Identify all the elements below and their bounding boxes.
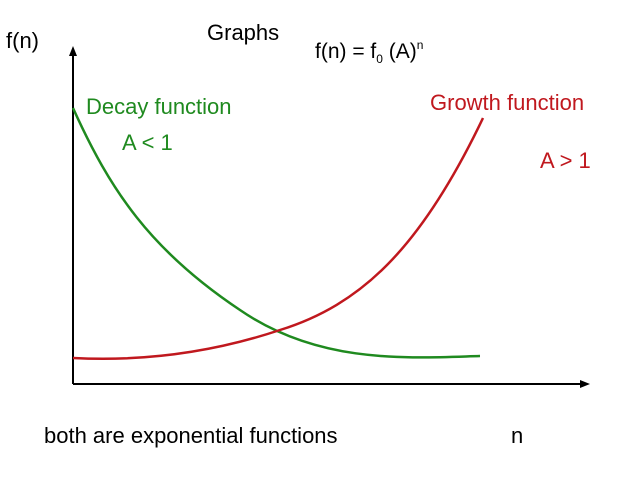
formula: f(n) = f0 (A)n [315,38,423,66]
formula-subscript: 0 [376,52,383,66]
growth-label: Growth function [430,90,584,115]
growth-curve [72,117,485,361]
formula-middle: (A) [383,40,417,63]
decay-curve [71,107,481,359]
y-axis-label: f(n) [6,28,39,53]
decay-condition: A < 1 [122,130,173,155]
x-axis-arrowhead [580,380,590,388]
decay-label: Decay function [86,94,232,119]
formula-superscript: n [417,38,424,52]
page-title: Graphs [207,20,279,45]
growth-condition: A > 1 [540,148,591,173]
y-axis-arrowhead [69,46,77,56]
caption: both are exponential functions [44,423,338,448]
x-axis-label: n [511,423,523,448]
formula-prefix: f(n) = f [315,40,376,63]
